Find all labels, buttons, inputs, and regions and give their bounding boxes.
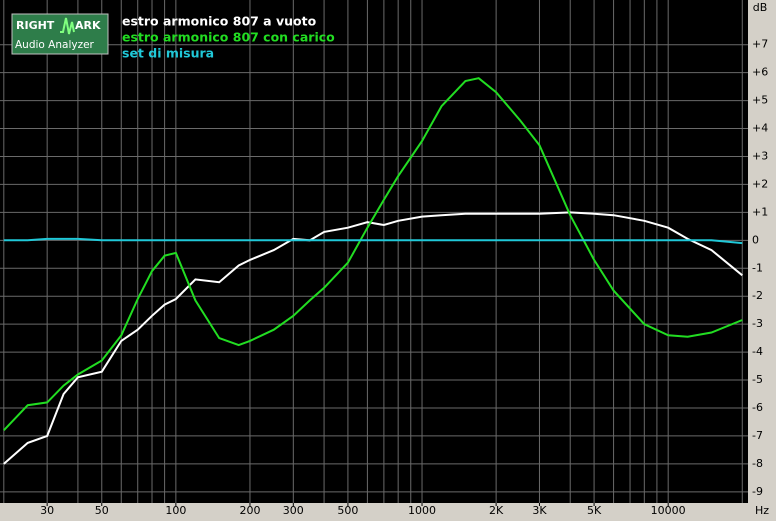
y-tick-label: +2 [752, 177, 768, 190]
x-tick-label: 300 [283, 504, 304, 517]
y-tick-label: -9 [752, 485, 763, 498]
series-line [3, 237, 743, 245]
y-tick-label: +6 [752, 66, 768, 79]
y-tick-label: -8 [752, 457, 763, 470]
x-tick-label: 5K [587, 504, 602, 517]
y-tick-label: -3 [752, 317, 763, 330]
lines [3, 77, 743, 465]
y-tick-label: -7 [752, 429, 763, 442]
y-tick-label: -2 [752, 289, 763, 302]
y-tick-label: +4 [752, 122, 768, 135]
legend-entry: estro armonico 807 con carico [122, 30, 335, 45]
y-tick-label: -5 [752, 373, 763, 386]
x-tick-label: 100 [165, 504, 186, 517]
legend-entry: set di misura [122, 46, 214, 61]
y-axis-label: dB [753, 1, 768, 14]
x-tick-label: 500 [337, 504, 358, 517]
x-tick-label: 50 [95, 504, 109, 517]
logo-text: RIGHT [16, 19, 55, 32]
x-tick-label: 30 [40, 504, 54, 517]
series-line [3, 211, 743, 465]
logo-text: ARK [75, 19, 101, 32]
x-tick-label: 1000 [408, 504, 436, 517]
logo-m [60, 17, 75, 35]
y-tick-label: +1 [752, 205, 768, 218]
y-tick-label: 0 [752, 233, 759, 246]
logo: RIGHT ARK Audio Analyzer [11, 13, 109, 55]
y-tick-label: +3 [752, 149, 768, 162]
series-line [3, 77, 743, 431]
x-tick-label: 2K [489, 504, 504, 517]
plot-area [0, 0, 748, 503]
y-tick-label: -6 [752, 401, 763, 414]
y-tick-label: +5 [752, 94, 768, 107]
x-tick-label: 10000 [651, 504, 686, 517]
x-tick-label: 3K [532, 504, 547, 517]
logo-text: Audio Analyzer [15, 39, 95, 51]
legend-entry: estro armonico 807 a vuoto [122, 14, 317, 29]
x-tick-label: 200 [239, 504, 260, 517]
y-tick-label: -4 [752, 345, 763, 358]
logo-box [11, 13, 109, 55]
x-axis-label: Hz [755, 504, 769, 517]
y-tick-label: -1 [752, 261, 763, 274]
y-tick-label: +7 [752, 38, 768, 51]
